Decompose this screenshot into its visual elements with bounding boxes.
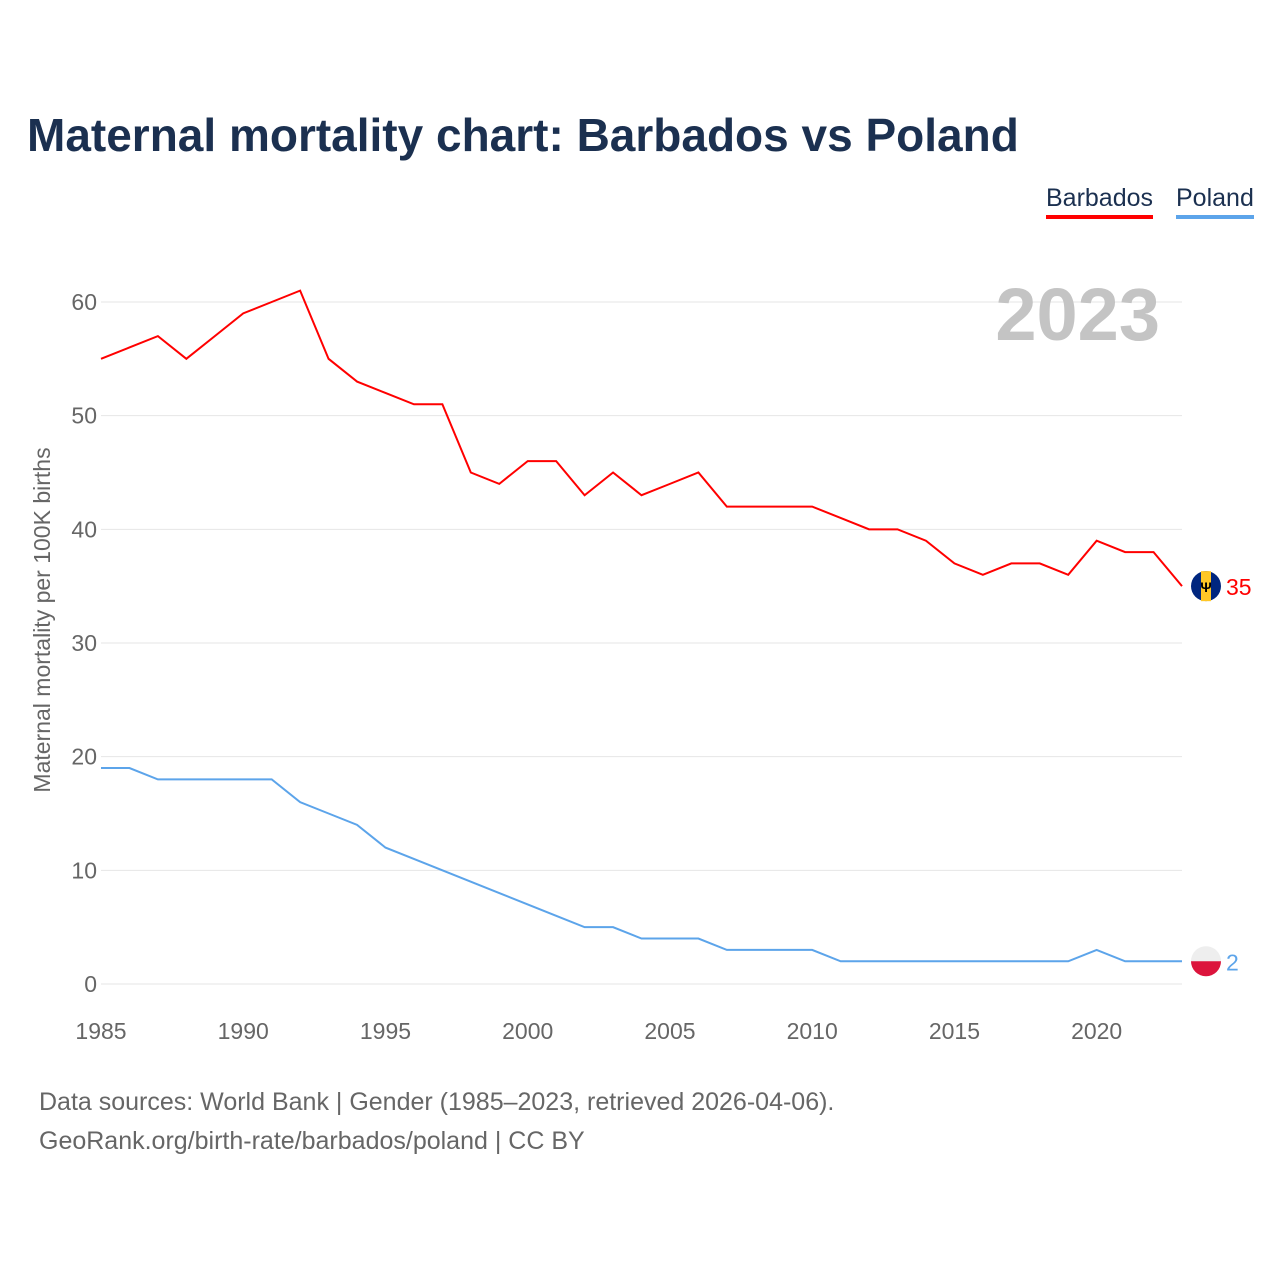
footer-source: Data sources: World Bank | Gender (1985–…: [39, 1088, 835, 1116]
y-tick-label: 0: [84, 971, 97, 997]
footer-link[interactable]: GeoRank.org/birth-rate/barbados/poland |…: [39, 1127, 585, 1155]
barbados-flag-icon: Ψ: [1191, 571, 1221, 602]
x-tick-label: 1985: [75, 1018, 126, 1044]
x-tick-label: 2020: [1071, 1018, 1122, 1044]
y-tick-label: 40: [71, 516, 97, 542]
y-tick-label: 60: [71, 289, 97, 315]
x-tick-label: 1995: [360, 1018, 411, 1044]
legend-poland[interactable]: Poland: [1176, 184, 1254, 219]
y-axis-label: Maternal mortality per 100K births: [29, 447, 55, 792]
x-tick-label: 2010: [787, 1018, 838, 1044]
y-tick-label: 10: [71, 857, 97, 883]
trident-glyph: Ψ: [1200, 579, 1211, 595]
x-tick-label: 1990: [218, 1018, 269, 1044]
y-tick-label: 30: [71, 630, 97, 656]
series-line-barbados: [100, 289, 1183, 587]
y-tick-label: 20: [71, 744, 97, 770]
end-value-label: 35: [1226, 574, 1252, 600]
x-tick-label: 2000: [502, 1018, 553, 1044]
year-watermark: 2023: [995, 273, 1160, 356]
series-line-poland: [101, 767, 1182, 963]
flag-red-half: [1191, 961, 1221, 977]
x-tick-label: 2005: [644, 1018, 695, 1044]
flag-stripe: [1201, 571, 1211, 602]
x-tick-label: 2015: [929, 1018, 980, 1044]
legend-barbados[interactable]: Barbados: [1046, 184, 1154, 219]
end-value-label: 2: [1226, 949, 1239, 975]
chart-title: Maternal mortality chart: Barbados vs Po…: [27, 109, 1019, 161]
y-tick-label: 50: [71, 403, 97, 429]
poland-flag-icon: [1191, 946, 1221, 977]
